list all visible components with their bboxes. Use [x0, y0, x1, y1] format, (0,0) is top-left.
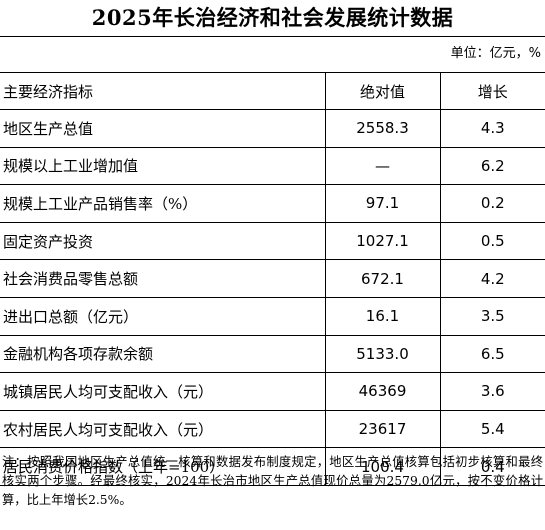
value-cell: 100.4 — [325, 447, 441, 486]
footnote: 注：按照我国地区生产总值统一核算和数据发布制度规定，地区生产总值核算包括初步核算… — [2, 455, 543, 507]
value-cell: 1027.1 — [325, 221, 441, 261]
table-row: 农村居民人均可支配收入（元） 23617 5.4 — [0, 409, 545, 449]
header-value: 绝对值 — [325, 72, 441, 110]
page-title: 2025年长治经济和社会发展统计数据 — [91, 5, 454, 30]
value-cell: 5133.0 — [325, 334, 441, 374]
unit-label: 单位：亿元，% — [450, 46, 541, 61]
value-cell: 672.1 — [325, 259, 441, 298]
table-row: 居民消费价格指数（上年=100） 100.4 0.4 — [0, 447, 545, 486]
growth-cell: 0.4 — [440, 447, 545, 486]
indicator-cell: 居民消费价格指数（上年=100） — [0, 447, 326, 486]
table-row: 城镇居民人均可支配收入（元） 46369 3.6 — [0, 372, 545, 411]
growth-cell: 0.5 — [440, 221, 545, 261]
value-cell: 46369 — [325, 372, 441, 411]
table-row: 地区生产总值 2558.3 4.3 — [0, 109, 545, 148]
title-divider — [0, 36, 545, 37]
growth-cell: 5.4 — [440, 409, 545, 449]
growth-cell: 6.5 — [440, 334, 545, 374]
value-cell: — — [325, 146, 441, 186]
value-cell: 16.1 — [325, 296, 441, 336]
growth-cell: 0.2 — [440, 184, 545, 223]
indicator-cell: 进出口总额（亿元） — [0, 296, 326, 336]
value-cell: 97.1 — [325, 184, 441, 223]
value-cell: 23617 — [325, 409, 441, 449]
table-row: 规模上工业产品销售率（%） 97.1 0.2 — [0, 184, 545, 223]
growth-cell: 3.6 — [440, 372, 545, 411]
indicator-cell: 城镇居民人均可支配收入（元） — [0, 372, 326, 411]
indicator-cell: 社会消费品零售总额 — [0, 259, 326, 298]
indicator-cell: 地区生产总值 — [0, 109, 326, 148]
indicator-cell: 固定资产投资 — [0, 221, 326, 261]
table-row: 进出口总额（亿元） 16.1 3.5 — [0, 296, 545, 336]
table-row: 规模以上工业增加值 — 6.2 — [0, 146, 545, 186]
indicator-cell: 规模上工业产品销售率（%） — [0, 184, 326, 223]
indicator-cell: 金融机构各项存款余额 — [0, 334, 326, 374]
table-row: 社会消费品零售总额 672.1 4.2 — [0, 259, 545, 298]
value-cell: 2558.3 — [325, 109, 441, 148]
statistics-table: 主要经济指标 绝对值 增长 地区生产总值 2558.3 4.3 规模以上工业增加… — [0, 72, 545, 486]
table-header-row: 主要经济指标 绝对值 增长 — [0, 72, 545, 110]
indicator-cell: 农村居民人均可支配收入（元） — [0, 409, 326, 449]
indicator-cell: 规模以上工业增加值 — [0, 146, 326, 186]
table-row: 金融机构各项存款余额 5133.0 6.5 — [0, 334, 545, 374]
table-row: 固定资产投资 1027.1 0.5 — [0, 221, 545, 261]
growth-cell: 3.5 — [440, 296, 545, 336]
header-indicator: 主要经济指标 — [0, 72, 326, 110]
growth-cell: 6.2 — [440, 146, 545, 186]
header-growth: 增长 — [440, 72, 545, 110]
growth-cell: 4.3 — [440, 109, 545, 148]
growth-cell: 4.2 — [440, 259, 545, 298]
